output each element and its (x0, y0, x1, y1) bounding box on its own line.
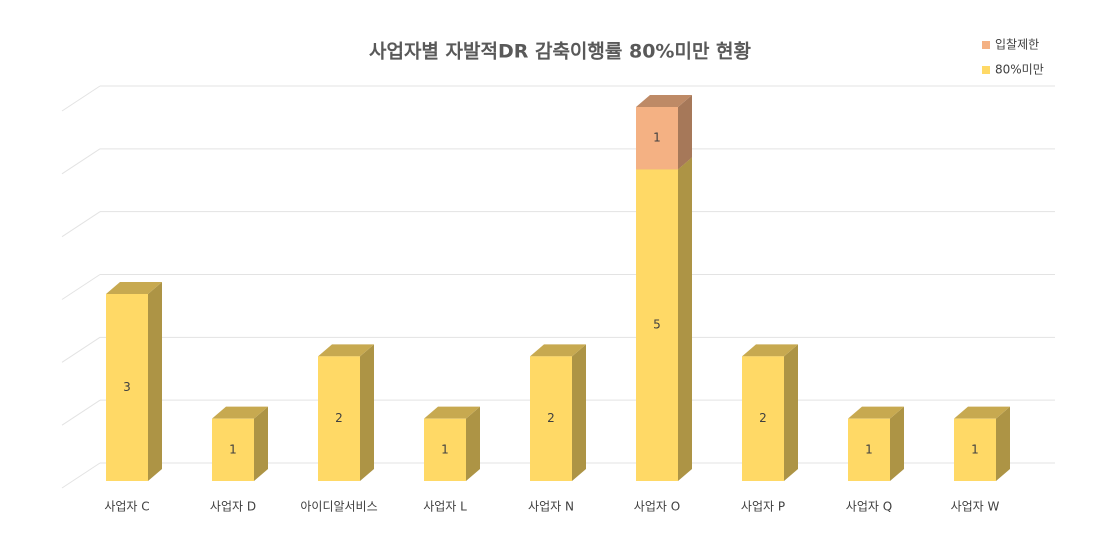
grid-line (61, 274, 101, 300)
legend-swatch (982, 41, 990, 49)
x-tick-label: 사업자 C (104, 500, 149, 514)
data-label: 1 (653, 131, 661, 145)
bar (742, 356, 784, 481)
bar-top (636, 95, 692, 107)
bar-top (848, 406, 904, 419)
x-tick-label: 사업자 D (210, 500, 256, 514)
data-label: 1 (971, 442, 979, 456)
bar (636, 169, 678, 482)
bar-side (678, 157, 692, 482)
bar (530, 356, 572, 481)
bar (848, 418, 890, 481)
grid-line (61, 399, 101, 426)
bar-top (212, 406, 268, 419)
bar-side (148, 282, 162, 481)
bar-side (572, 344, 586, 481)
data-label: 2 (759, 411, 767, 425)
bar-top (954, 406, 1010, 419)
x-tick-label: 사업자 O (634, 500, 680, 514)
bar (106, 294, 148, 481)
data-label: 3 (123, 380, 131, 394)
x-tick-label: 사업자 P (741, 500, 785, 514)
bar (318, 356, 360, 481)
data-label: 1 (441, 442, 449, 456)
grid-line (61, 462, 101, 489)
bar-top (742, 344, 798, 357)
data-label: 2 (547, 411, 555, 425)
bar-top (318, 344, 374, 357)
x-tick-label: 아이디알서비스 (300, 500, 377, 514)
x-tick-label: 사업자 L (423, 500, 467, 514)
bar-top (424, 406, 480, 419)
bar (212, 418, 254, 481)
legend-label: 80%미만 (995, 63, 1044, 77)
bar-side (890, 406, 904, 481)
bar (636, 107, 678, 170)
bar-side (360, 344, 374, 481)
data-label: 2 (335, 411, 343, 425)
bar (424, 418, 466, 481)
bar-side (466, 406, 480, 481)
x-tick-label: 사업자 W (951, 500, 1000, 514)
legend-swatch (982, 66, 990, 74)
bar-side (784, 344, 798, 481)
bar-side (996, 406, 1010, 481)
x-tick-label: 사업자 N (528, 500, 574, 514)
grid-line (61, 211, 101, 238)
legend-label: 입찰제한 (995, 38, 1039, 52)
bar-top (106, 282, 162, 294)
chart-title: 사업자별 자발적DR 감축이행률 80%미만 현황 (369, 40, 752, 63)
grid-line (61, 148, 101, 175)
data-label: 5 (653, 318, 661, 332)
data-label: 1 (865, 442, 873, 456)
bar-side (254, 406, 268, 481)
bar-side (678, 95, 692, 170)
grid-line (61, 85, 101, 112)
grid-line (61, 336, 101, 363)
bar-top (530, 344, 586, 357)
bar (954, 418, 996, 481)
x-tick-label: 사업자 Q (846, 500, 892, 514)
data-label: 1 (229, 442, 237, 456)
